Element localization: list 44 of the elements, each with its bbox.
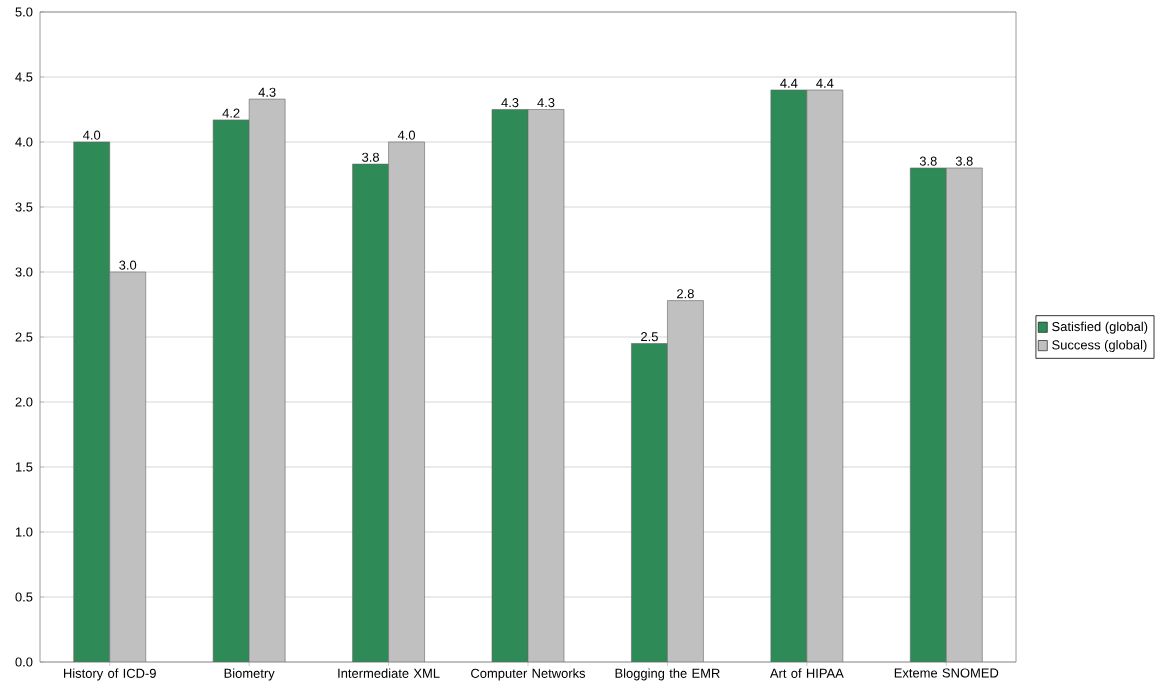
y-tick-label: 5.0 [15, 7, 33, 17]
x-tick-label: Biometry [224, 668, 275, 681]
data-label: 2.5 [641, 332, 658, 342]
bar [631, 343, 668, 662]
data-label: 3.8 [919, 156, 937, 166]
bar [527, 109, 565, 662]
y-tick-label: 2.5 [15, 332, 33, 342]
data-label: 4.0 [397, 130, 416, 140]
data-label: 4.3 [258, 87, 276, 97]
legend-label: Success (global) [1052, 339, 1147, 353]
y-tick-label: 4.5 [15, 72, 33, 82]
y-tick-label: 4.0 [15, 137, 33, 147]
bar [248, 98, 286, 662]
data-label: 4.3 [537, 98, 555, 108]
data-label: 4.4 [780, 78, 798, 88]
x-tick-label: History of ICD-9 [64, 668, 156, 681]
y-tick-label: 1.5 [15, 462, 33, 472]
y-tick-label: 3.0 [15, 267, 33, 277]
data-label: 3.0 [119, 260, 137, 270]
bar [212, 119, 250, 662]
x-tick-label: Computer Networks [471, 668, 586, 681]
bar [73, 141, 111, 662]
x-tick-label: Art of HIPAA [769, 668, 844, 678]
y-tick-label: 0.0 [15, 657, 33, 667]
x-tick-label: Exteme SNOMED [894, 668, 999, 678]
data-label: 4.2 [222, 108, 240, 118]
legend-label: Satisfied (global) [1052, 321, 1148, 334]
data-label: 2.8 [677, 289, 694, 299]
y-tick-label: 0.5 [15, 592, 33, 602]
x-tick-label: Intermediate XML [338, 668, 440, 678]
y-tick-label: 2.0 [15, 397, 33, 407]
data-label: 4.3 [501, 98, 519, 108]
data-label: 3.8 [955, 156, 973, 166]
bar [806, 89, 844, 662]
y-tick-label: 3.5 [15, 202, 33, 212]
y-tick-label: 1.0 [15, 527, 33, 537]
data-label: 3.8 [362, 152, 379, 162]
data-label: 4.4 [816, 78, 834, 88]
bar [352, 163, 389, 662]
data-label: 4.0 [83, 130, 101, 140]
x-tick-label: Blogging the EMR [615, 668, 720, 681]
bar [491, 109, 529, 662]
bar [909, 167, 947, 662]
bar [770, 89, 808, 662]
